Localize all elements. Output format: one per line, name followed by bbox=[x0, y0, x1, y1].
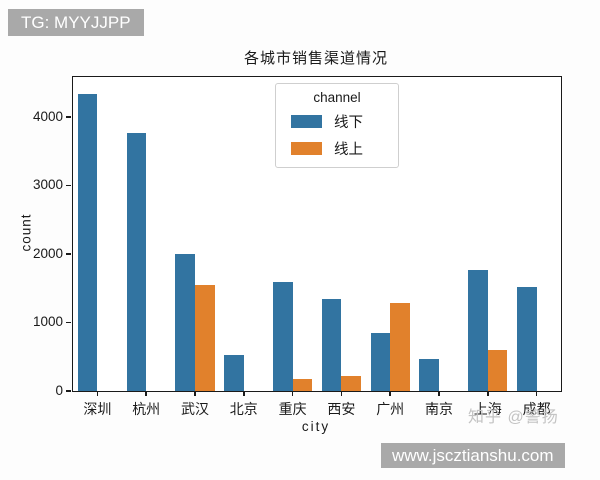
x-tick-label: 上海 bbox=[473, 401, 502, 417]
bar-上海-线上 bbox=[487, 349, 508, 391]
bar-武汉-线上 bbox=[195, 285, 215, 391]
y-tick-label: 2000 bbox=[32, 245, 63, 261]
bar-广州-线上 bbox=[390, 302, 410, 391]
x-tick-label: 北京 bbox=[229, 401, 258, 417]
x-tick-label: 成都 bbox=[522, 401, 551, 417]
legend-label-offline: 线下 bbox=[334, 115, 363, 131]
y-tick-mark bbox=[66, 184, 72, 187]
x-tick-mark bbox=[389, 391, 391, 396]
x-axis-label: city bbox=[301, 419, 331, 434]
x-tick-mark bbox=[438, 391, 440, 396]
bar-成都-线下 bbox=[517, 287, 537, 391]
x-tick-mark bbox=[487, 391, 489, 396]
bar-杭州-线下 bbox=[126, 132, 147, 391]
y-tick-mark bbox=[66, 321, 72, 324]
y-tick-label: 0 bbox=[55, 383, 63, 398]
legend-label-online: 线上 bbox=[334, 142, 363, 158]
bar-武汉-线下 bbox=[175, 253, 195, 391]
legend: channel 线下 线上 bbox=[275, 83, 399, 168]
x-tick-mark bbox=[194, 391, 196, 396]
y-tick-mark bbox=[66, 253, 72, 255]
zhihu-watermark: 知乎 @警扬 bbox=[468, 409, 559, 426]
online-color-swatch-icon bbox=[291, 142, 322, 155]
bar-重庆-线上 bbox=[292, 379, 313, 391]
bar-深圳-线下 bbox=[77, 94, 98, 391]
x-tick-mark bbox=[535, 391, 538, 396]
bar-重庆-线下 bbox=[273, 281, 293, 391]
chart-title: 各城市销售渠道情况 bbox=[243, 50, 388, 67]
x-tick-label: 南京 bbox=[425, 401, 453, 417]
x-tick-label: 重庆 bbox=[278, 401, 307, 417]
x-tick-mark bbox=[291, 391, 294, 396]
telegram-watermark-badge: TG: MYYJJPP bbox=[8, 9, 144, 36]
bar-西安-线下 bbox=[321, 299, 342, 391]
y-tick-label: 3000 bbox=[32, 177, 63, 193]
x-tick-label: 武汉 bbox=[181, 401, 209, 417]
x-tick-label: 深圳 bbox=[83, 401, 112, 417]
x-tick-mark bbox=[243, 391, 245, 396]
bar-南京-线下 bbox=[419, 359, 439, 391]
y-tick-label: 1000 bbox=[32, 314, 63, 330]
x-tick-label: 广州 bbox=[376, 401, 405, 417]
x-tick-label: 西安 bbox=[327, 401, 356, 417]
x-tick-mark bbox=[340, 391, 343, 396]
legend-entry-offline: 线下 bbox=[291, 111, 398, 132]
legend-entry-online: 线上 bbox=[291, 138, 398, 159]
offline-color-swatch-icon bbox=[291, 115, 322, 128]
y-tick-mark bbox=[66, 116, 72, 118]
plot-area: channel 线下 线上 深圳 杭州 武汉 北京 重庆 西安 广州 南京 上海 成都 0 1000 2… bbox=[33, 76, 562, 417]
bar-上海-线下 bbox=[468, 270, 488, 391]
bar-西安-线上 bbox=[341, 375, 361, 391]
x-tick-mark bbox=[96, 391, 99, 396]
y-tick-mark bbox=[66, 390, 72, 392]
bar-广州-线下 bbox=[370, 332, 391, 391]
x-tick-mark bbox=[145, 391, 147, 396]
x-tick-label: 杭州 bbox=[132, 401, 161, 417]
y-tick-label: 4000 bbox=[32, 108, 63, 124]
website-watermark-badge: www.jscztianshu.com bbox=[381, 443, 565, 468]
bar-北京-线下 bbox=[224, 355, 244, 391]
legend-title: channel bbox=[313, 90, 361, 105]
